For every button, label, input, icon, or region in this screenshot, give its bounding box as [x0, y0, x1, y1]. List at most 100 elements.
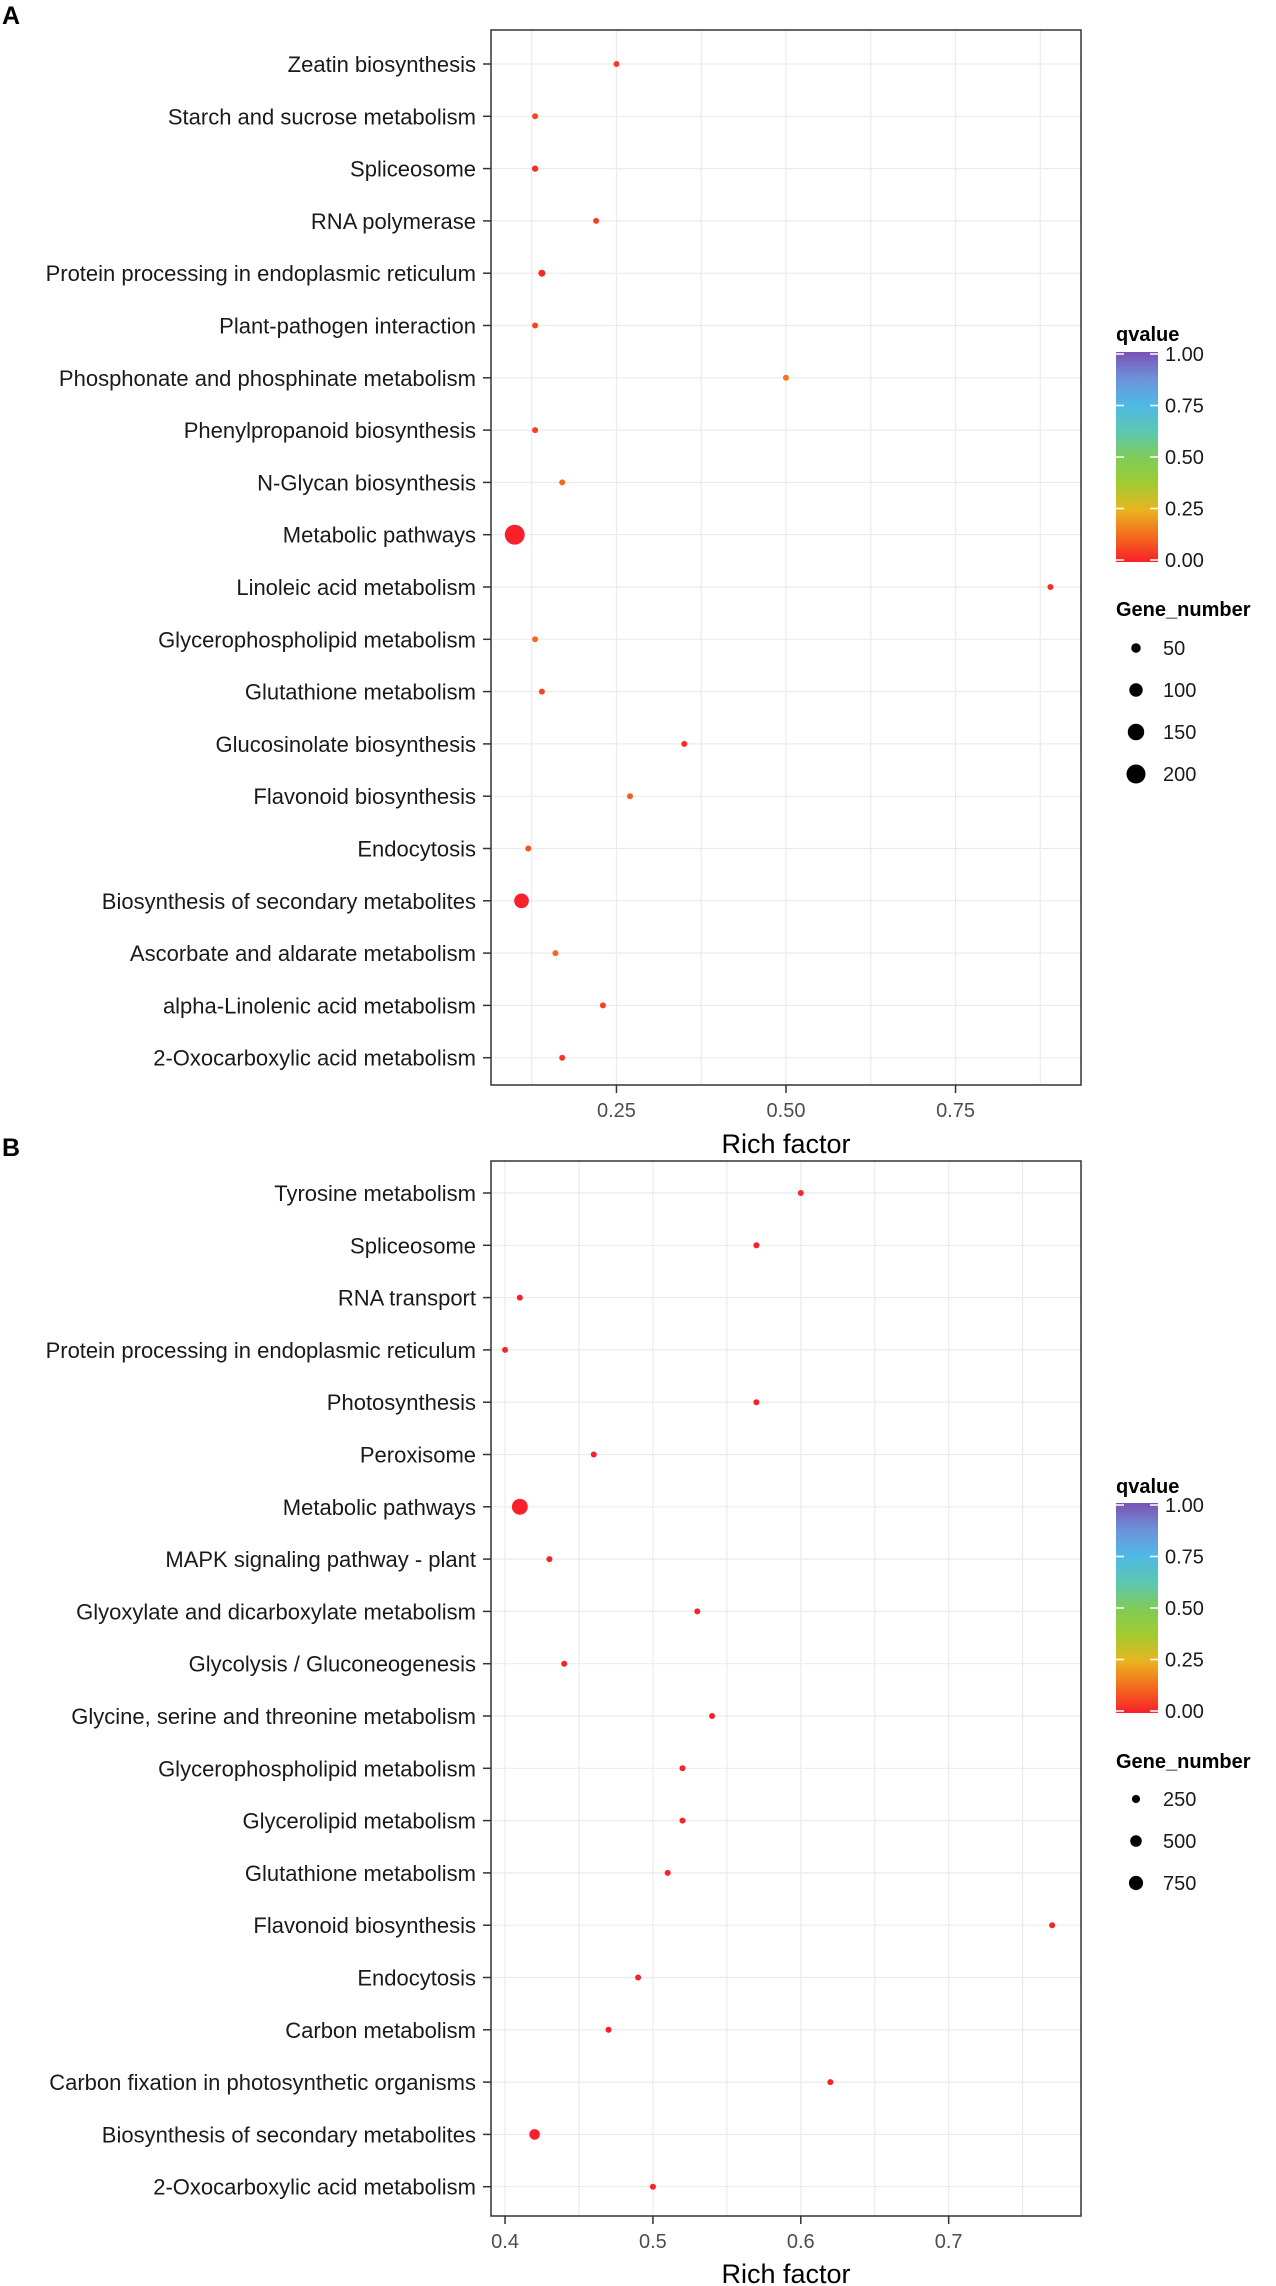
panel-b-category-label-glycerolipid-metabolism: Glycerolipid metabolism	[242, 1809, 476, 1834]
panel-b-point-tyrosine-metabolism	[797, 1190, 804, 1196]
panel-b-category-label-mapk-signaling-pathway-plant: MAPK signaling pathway - plant	[165, 1547, 476, 1572]
panel-b: B Tyrosine metabolism Spliceosome RNA tran…	[2, 1134, 1251, 2286]
panel-b-category-label-carbon-fixation-in-photosynthetic-organisms: Carbon fixation in photosynthetic organi…	[49, 2070, 476, 2095]
panel-b-point-glycerolipid-metabolism	[679, 1817, 686, 1824]
panel-b-category-label-carbon-metabolism: Carbon metabolism	[285, 2018, 476, 2043]
panel-a-category-label-rna-polymerase: RNA polymerase	[311, 209, 476, 234]
panel-a-point-glucosinolate-biosynthesis	[681, 740, 688, 747]
panel-b-category-label-rna-transport: RNA transport	[338, 1286, 476, 1311]
panel-b-point-glycolysis-gluconeogenesis	[561, 1660, 568, 1667]
panel-b-category-label-tyrosine-metabolism: Tyrosine metabolism	[274, 1181, 476, 1206]
panel-b-point-metabolic-pathways	[511, 1498, 528, 1515]
panel-a-x-ticks: 0.25 0.50 0.75	[597, 1085, 975, 1122]
panel-a-size-key-label: 100	[1163, 680, 1196, 702]
panel-a-colorbar-tick-label: 0.00	[1165, 550, 1204, 572]
panel-a-point-protein-processing-in-endoplasmic-reticulum	[538, 269, 546, 277]
panel-b-category-label-endocytosis: Endocytosis	[357, 1966, 476, 1991]
panel-b-colorbar-tick-label: 1.00	[1165, 1495, 1204, 1517]
panel-a-point-glutathione-metabolism	[538, 688, 545, 695]
panel-b-category-label-protein-processing-in-endoplasmic-reticulum: Protein processing in endoplasmic reticu…	[46, 1338, 476, 1363]
panel-a-size-key-circle	[1131, 643, 1141, 653]
panel-a-point-metabolic-pathways	[504, 524, 525, 545]
panel-a-category-label-endocytosis: Endocytosis	[357, 837, 476, 862]
panel-a-point-n-glycan-biosynthesis	[559, 479, 566, 486]
panel-b-point-endocytosis	[635, 1974, 642, 1981]
panel-a-colorbar-tick-label: 0.25	[1165, 499, 1204, 521]
panel-b-point-biosynthesis-of-secondary-metabolites	[529, 2129, 540, 2140]
panel-b-color-legend: qvalue 1.00 0.75 0.50 0.25 0.00	[1116, 1476, 1204, 1723]
panel-a-size-key-circle	[1129, 683, 1143, 697]
panel-b-size-key-circle	[1131, 1794, 1141, 1804]
panel-b-colorbar-tick-label: 0.00	[1165, 1701, 1204, 1723]
panel-b-plot-border	[490, 1160, 1082, 2217]
panel-a-category-labels: Zeatin biosynthesis Starch and sucrose me…	[46, 52, 491, 1071]
panel-b-category-label-2-oxocarboxylic-acid-metabolism: 2-Oxocarboxylic acid metabolism	[153, 2175, 476, 2200]
panel-b-colorbar-tick-label: 0.50	[1165, 1598, 1204, 1620]
panel-a-point-phenylpropanoid-biosynthesis	[532, 427, 539, 434]
panel-b-point-carbon-fixation-in-photosynthetic-organisms	[827, 2079, 834, 2086]
panel-b-category-label-glyoxylate-and-dicarboxylate-metabolism: Glyoxylate and dicarboxylate metabolism	[76, 1599, 476, 1624]
panel-b-gene-number-legend-title: Gene_number	[1116, 1751, 1251, 1773]
panel-a-point-linoleic-acid-metabolism	[1047, 584, 1054, 590]
panel-a-category-label-alpha-linolenic-acid-metabolism: alpha-Linolenic acid metabolism	[163, 993, 476, 1018]
panel-b-category-label-spliceosome: Spliceosome	[350, 1233, 476, 1258]
panel-b-size-key-label: 250	[1163, 1789, 1196, 1811]
panel-a-point-biosynthesis-of-secondary-metabolites	[514, 893, 529, 909]
panel-b-size-key-label: 750	[1163, 1873, 1196, 1895]
panel-a-category-label-phosphonate-and-phosphinate-metabolism: Phosphonate and phosphinate metabolism	[59, 366, 476, 391]
panel-b-category-label-biosynthesis-of-secondary-metabolites: Biosynthesis of secondary metabolites	[102, 2122, 476, 2147]
panel-a-point-plant-pathogen-interaction	[532, 322, 539, 329]
panel-a: A Zeatin biosynthesis Starch and sucrose …	[2, 2, 1251, 1159]
panel-a-colorbar-tick-label: 0.50	[1165, 447, 1204, 469]
panel-a-category-label-zeatin-biosynthesis: Zeatin biosynthesis	[288, 52, 476, 77]
panel-b-category-labels: Tyrosine metabolism Spliceosome RNA transp…	[46, 1181, 491, 2200]
panel-b-point-spliceosome	[753, 1242, 760, 1249]
panel-a-category-label-linoleic-acid-metabolism: Linoleic acid metabolism	[236, 575, 476, 600]
panel-b-category-label-glycerophospholipid-metabolism: Glycerophospholipid metabolism	[158, 1756, 476, 1781]
panel-b-category-label-glycolysis-gluconeogenesis: Glycolysis / Gluconeogenesis	[189, 1652, 476, 1677]
panel-b-size-legend: Gene_number 250 500 750	[1116, 1751, 1251, 1895]
panel-a-point-glycerophospholipid-metabolism	[532, 636, 539, 643]
panel-b-point-flavonoid-biosynthesis	[1049, 1922, 1056, 1929]
panel-b-category-label-photosynthesis: Photosynthesis	[327, 1390, 476, 1415]
panel-a-x-tick-label: 0.25	[597, 1100, 636, 1122]
panel-a-category-label-metabolic-pathways: Metabolic pathways	[283, 523, 476, 548]
panel-a-point-2-oxocarboxylic-acid-metabolism	[559, 1054, 566, 1061]
panel-a-size-legend: Gene_number 50 100 150 200	[1116, 599, 1251, 786]
panel-b-x-tick-label: 0.5	[639, 2231, 667, 2253]
panel-a-category-label-glycerophospholipid-metabolism: Glycerophospholipid metabolism	[158, 627, 476, 652]
panel-b-plot-background	[491, 1161, 1081, 2216]
panel-b-point-glutathione-metabolism	[664, 1869, 671, 1876]
panel-b-point-rna-transport	[516, 1294, 523, 1301]
panel-a-qvalue-legend-title: qvalue	[1116, 324, 1179, 346]
panel-a-point-flavonoid-biosynthesis	[627, 793, 634, 800]
panel-a-category-label-ascorbate-and-aldarate-metabolism: Ascorbate and aldarate metabolism	[130, 941, 476, 966]
panel-a-gridlines	[491, 30, 1081, 1085]
panel-a-x-tick-label: 0.75	[936, 1100, 975, 1122]
panel-b-x-axis-title: Rich factor	[721, 2259, 850, 2286]
panel-b-category-label-flavonoid-biosynthesis: Flavonoid biosynthesis	[253, 1913, 476, 1938]
panel-b-size-key-circle	[1130, 1835, 1142, 1847]
panel-b-point-peroxisome	[590, 1451, 597, 1458]
panel-b-point-photosynthesis	[753, 1399, 760, 1406]
panel-a-category-label-n-glycan-biosynthesis: N-Glycan biosynthesis	[257, 470, 476, 495]
panel-a-point-rna-polymerase	[593, 217, 600, 224]
panel-a-size-key-label: 200	[1163, 764, 1196, 786]
panel-a-category-label-phenylpropanoid-biosynthesis: Phenylpropanoid biosynthesis	[184, 418, 476, 443]
panel-b-size-keys: 250 500 750	[1128, 1789, 1196, 1895]
panel-a-x-tick-label: 0.50	[767, 1100, 806, 1122]
panel-a-x-axis-title: Rich factor	[721, 1129, 850, 1159]
panel-a-category-label-glucosinolate-biosynthesis: Glucosinolate biosynthesis	[216, 732, 476, 757]
panel-a-point-phosphonate-and-phosphinate-metabolism	[783, 374, 789, 381]
panel-a-point-starch-and-sucrose-metabolism	[532, 113, 539, 120]
panel-b-x-ticks: 0.4 0.5 0.6 0.7	[491, 2216, 963, 2253]
panel-a-category-label-starch-and-sucrose-metabolism: Starch and sucrose metabolism	[168, 104, 476, 129]
panel-b-points	[502, 1190, 1056, 2190]
panel-a-size-key-circle	[1127, 723, 1145, 741]
panel-a-category-label-glutathione-metabolism: Glutathione metabolism	[245, 680, 476, 705]
panel-a-point-spliceosome	[531, 165, 539, 172]
panel-a-point-zeatin-biosynthesis	[613, 61, 620, 67]
panel-a-category-label-protein-processing-in-endoplasmic-reticulum: Protein processing in endoplasmic reticu…	[46, 261, 476, 286]
panel-a-category-label-flavonoid-biosynthesis: Flavonoid biosynthesis	[253, 784, 476, 809]
